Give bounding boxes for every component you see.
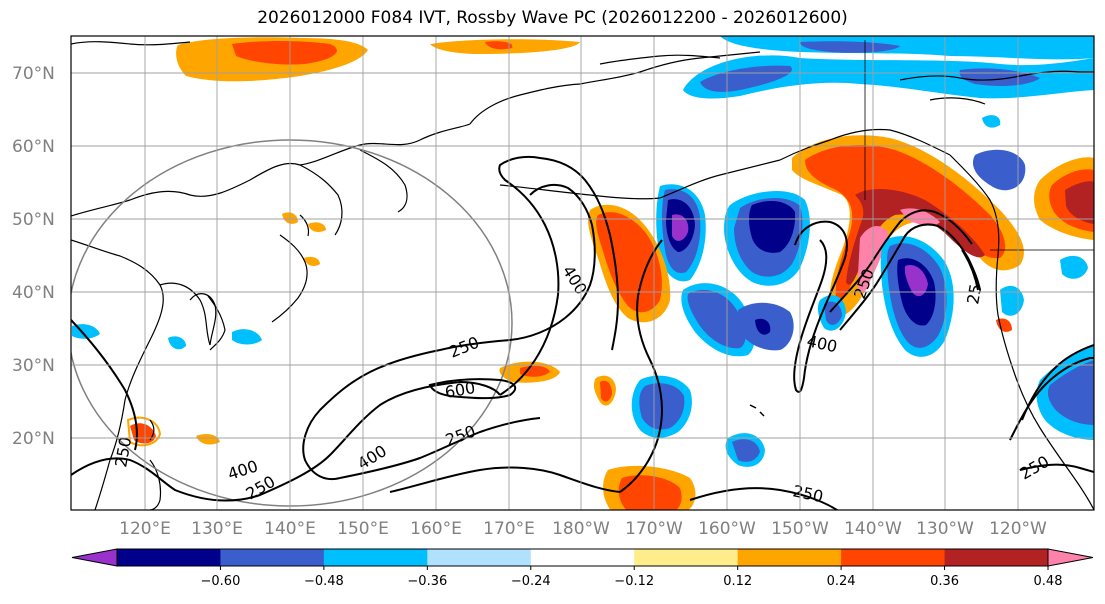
map-frame	[70, 35, 1095, 511]
lat-label: 50°N	[12, 210, 55, 230]
lon-label: 160°E	[410, 519, 462, 539]
colorbar-outline	[116, 548, 1049, 567]
ivt-anomaly-fields	[72, 36, 1094, 510]
colorbar-extend-max	[1047, 548, 1094, 567]
lon-label: 170°E	[483, 519, 535, 539]
lon-label: 120°W	[989, 519, 1047, 539]
colorbar-swatch	[530, 549, 635, 566]
lat-label: 20°N	[12, 429, 55, 449]
colorbar-swatch	[737, 549, 842, 566]
lon-label: 160°W	[698, 519, 756, 539]
colorbar-swatch	[841, 549, 946, 566]
lon-label: 140°E	[264, 519, 316, 539]
contour-label: 25	[963, 282, 985, 305]
colorbar-tick-label: −0.48	[304, 574, 344, 589]
lon-label: 170°W	[625, 519, 683, 539]
colorbar-tick-label: 0.48	[1034, 574, 1063, 589]
lon-label: 180°W	[552, 519, 610, 539]
colorbar-swatch	[323, 549, 428, 566]
lat-label: 30°N	[12, 356, 55, 376]
lon-label: 140°W	[844, 519, 902, 539]
colorbar-tick-label: 0.12	[723, 574, 752, 589]
lon-label: 120°E	[119, 519, 171, 539]
ivt-contours	[71, 155, 1094, 510]
colorbar-tick-label: 0.36	[930, 574, 959, 589]
colorbar-swatch	[944, 549, 1049, 566]
coastlines	[71, 40, 1094, 510]
colorbar-swatch	[427, 549, 532, 566]
latitude-labels: 70°N 60°N 50°N 40°N 30°N 20°N	[12, 64, 55, 449]
colorbar-tick-label: −0.36	[407, 574, 447, 589]
lat-label: 60°N	[12, 137, 55, 157]
map-title: 2026012000 F084 IVT, Rossby Wave PC (202…	[257, 8, 848, 28]
lat-label: 70°N	[12, 64, 55, 84]
colorbar: −0.60 −0.48 −0.36 −0.24 −0.12 0.12 0.24 0.36 0.4…	[71, 548, 1094, 589]
colorbar-tick-label: −0.12	[614, 574, 654, 589]
gridlines	[71, 36, 1094, 510]
colorbar-extend-min	[71, 548, 118, 567]
colorbar-swatch	[117, 549, 221, 566]
lon-label: 150°W	[771, 519, 829, 539]
longitude-labels: 120°E 130°E 140°E 150°E 160°E 170°E 180°…	[119, 519, 1047, 539]
colorbar-tick-label: −0.60	[201, 574, 241, 589]
colorbar-swatch	[634, 549, 739, 566]
colorbar-swatch	[220, 549, 325, 566]
lon-label: 150°E	[337, 519, 389, 539]
colorbar-tick-label: −0.24	[511, 574, 551, 589]
lat-label: 40°N	[12, 283, 55, 303]
lon-label: 130°W	[916, 519, 974, 539]
colorbar-tick-label: 0.24	[827, 574, 856, 589]
lon-label: 130°E	[191, 519, 243, 539]
